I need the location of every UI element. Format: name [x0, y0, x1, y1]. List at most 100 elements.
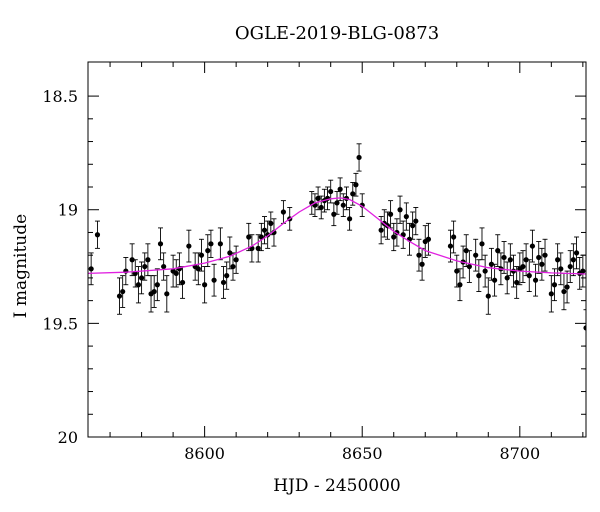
- data-marker: [536, 254, 542, 261]
- data-point: [340, 193, 346, 217]
- data-point: [135, 266, 142, 304]
- data-point: [526, 259, 532, 292]
- x-tick-label: 8600: [184, 444, 225, 463]
- data-marker: [561, 288, 567, 295]
- data-point: [353, 172, 359, 197]
- data-marker: [491, 277, 498, 283]
- data-point: [123, 257, 129, 286]
- model-curve: [88, 197, 586, 275]
- data-marker: [337, 186, 343, 192]
- plot-frame: [87, 61, 587, 438]
- data-marker: [186, 243, 192, 249]
- data-marker: [425, 236, 432, 242]
- data-marker: [580, 268, 586, 274]
- data-point: [457, 268, 463, 302]
- data-point: [520, 250, 526, 283]
- data-point: [138, 261, 145, 295]
- data-marker: [353, 182, 359, 188]
- data-point: [422, 225, 428, 258]
- data-point: [514, 266, 520, 299]
- data-point: [334, 191, 340, 215]
- data-point: [451, 220, 457, 254]
- data-marker: [466, 263, 472, 270]
- y-tick-label: 19: [58, 201, 78, 220]
- data-point: [227, 236, 233, 270]
- data-marker: [457, 282, 463, 288]
- data-point: [211, 263, 217, 297]
- data-marker: [280, 209, 287, 215]
- x-tick-label: 8650: [342, 444, 383, 463]
- data-point: [280, 200, 287, 224]
- data-point: [473, 238, 479, 272]
- data-point: [261, 216, 268, 245]
- data-marker: [151, 288, 157, 295]
- plot-area: [88, 143, 586, 347]
- data-marker: [258, 234, 264, 240]
- data-point: [485, 277, 491, 315]
- data-marker: [573, 250, 580, 256]
- data-marker: [488, 261, 495, 267]
- data-point: [217, 227, 223, 261]
- data-marker: [495, 248, 501, 254]
- data-marker: [94, 232, 101, 238]
- data-point: [580, 254, 586, 288]
- data-marker: [255, 245, 261, 251]
- data-marker: [532, 277, 539, 283]
- data-marker: [145, 257, 151, 263]
- data-marker: [507, 257, 513, 263]
- x-tick-label: 8700: [499, 444, 540, 463]
- data-point: [410, 211, 416, 240]
- data-marker: [548, 291, 554, 297]
- data-point: [120, 275, 126, 308]
- data-marker: [179, 279, 186, 286]
- data-point: [463, 234, 469, 267]
- data-point: [391, 222, 397, 252]
- data-marker: [387, 211, 394, 217]
- data-marker: [526, 273, 532, 279]
- data-point: [476, 259, 482, 292]
- data-marker: [328, 188, 334, 195]
- data-marker: [198, 252, 205, 258]
- data-point: [170, 254, 176, 288]
- data-point: [425, 222, 432, 256]
- data-point: [198, 238, 205, 272]
- data-marker: [331, 211, 337, 217]
- data-marker: [501, 254, 507, 261]
- data-point: [116, 277, 123, 315]
- data-point: [176, 252, 183, 286]
- data-marker: [378, 227, 384, 233]
- data-marker: [138, 275, 145, 281]
- data-point: [413, 207, 419, 236]
- data-point: [567, 250, 573, 283]
- data-marker: [356, 154, 362, 161]
- data-marker: [485, 293, 491, 299]
- data-marker: [88, 266, 94, 272]
- data-point: [233, 245, 239, 274]
- data-marker: [413, 218, 419, 224]
- data-marker: [334, 200, 340, 206]
- data-marker: [350, 191, 356, 197]
- data-marker: [161, 263, 167, 270]
- data-point: [161, 252, 167, 281]
- data-marker: [211, 277, 217, 283]
- data-marker: [451, 234, 457, 240]
- data-marker: [514, 279, 520, 286]
- data-marker: [318, 204, 324, 211]
- data-point: [479, 227, 485, 261]
- data-marker: [246, 234, 252, 240]
- data-point: [331, 202, 337, 227]
- data-point: [142, 252, 148, 281]
- data-point: [202, 266, 208, 304]
- data-point: [551, 268, 558, 302]
- data-marker: [233, 257, 239, 263]
- data-marker: [123, 268, 129, 274]
- data-point: [416, 238, 422, 272]
- data-marker: [135, 282, 142, 288]
- data-marker: [173, 270, 179, 276]
- data-marker: [419, 261, 425, 267]
- data-marker: [157, 241, 164, 247]
- data-point: [536, 241, 542, 274]
- data-marker: [476, 273, 482, 279]
- data-point: [558, 252, 564, 286]
- data-marker: [116, 293, 123, 299]
